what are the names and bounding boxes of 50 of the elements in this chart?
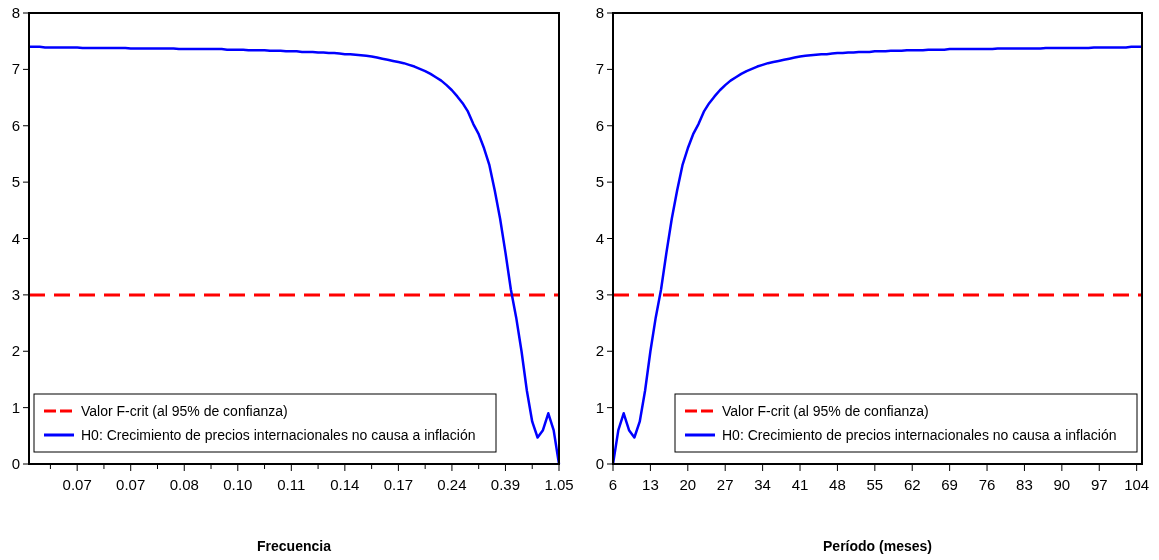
line-series xyxy=(27,45,561,466)
y-tick-label: 2 xyxy=(11,342,20,360)
x-tick-label: 0.08 xyxy=(169,476,199,493)
y-tick-label: 3 xyxy=(595,285,604,303)
y-tick-label: 6 xyxy=(11,116,20,134)
x-tick-label: 76 xyxy=(978,476,996,493)
x-tick-label: 83 xyxy=(1016,476,1033,493)
legend-label: Valor F-crit (al 95% de confianza) xyxy=(81,403,288,419)
y-tick-label: 8 xyxy=(595,4,604,21)
y-tick-label: 8 xyxy=(11,4,20,21)
x-tick-label: 0.07 xyxy=(62,476,92,493)
y-tick-label: 0 xyxy=(11,455,20,472)
y-tick-label: 7 xyxy=(595,60,604,78)
x-tick-label: 0.24 xyxy=(437,476,467,493)
y-tick-label: 3 xyxy=(11,285,20,303)
legend-label: Valor F-crit (al 95% de confianza) xyxy=(722,403,929,419)
x-tick-label: 0.17 xyxy=(383,476,413,493)
y-tick-label: 4 xyxy=(595,229,604,247)
y-tick-label: 2 xyxy=(595,342,604,360)
x-tick-label: 0.10 xyxy=(223,476,253,493)
y-tick-label: 0 xyxy=(595,455,604,472)
x-tick-label: 55 xyxy=(866,476,884,493)
legend-label: H0: Crecimiento de precios internacionales no causa a inflación xyxy=(81,427,476,443)
x-tick-label: 104 xyxy=(1124,476,1150,493)
x-tick-label: 1.05 xyxy=(544,476,574,493)
x-axis-title: Frecuencia xyxy=(257,538,332,554)
y-tick-label: 5 xyxy=(11,173,20,191)
y-tick-label: 1 xyxy=(11,398,20,416)
x-axis-title: Período (meses) xyxy=(823,538,932,554)
y-tick-label: 6 xyxy=(595,116,604,134)
x-tick-label: 62 xyxy=(903,476,921,493)
legend-label: H0: Crecimiento de precios internacionales no causa a inflación xyxy=(722,427,1117,443)
x-tick-label: 6 xyxy=(608,476,618,493)
y-tick-label: 1 xyxy=(595,398,604,416)
x-tick-label: 20 xyxy=(679,476,697,493)
y-tick-label: 4 xyxy=(11,229,20,247)
x-tick-label: 41 xyxy=(791,476,809,493)
x-tick-label: 90 xyxy=(1053,476,1071,493)
x-tick-label: 34 xyxy=(754,476,771,493)
y-tick-label: 5 xyxy=(595,173,604,191)
x-tick-label: 0.07 xyxy=(116,476,146,493)
x-tick-label: 48 xyxy=(829,476,846,493)
x-tick-label: 69 xyxy=(941,476,958,493)
x-tick-label: 13 xyxy=(642,476,659,493)
x-tick-label: 0.14 xyxy=(330,476,360,493)
x-tick-label: 0.39 xyxy=(490,476,521,493)
x-tick-label: 97 xyxy=(1090,476,1108,493)
y-tick-label: 7 xyxy=(11,60,20,78)
x-tick-label: 27 xyxy=(716,476,734,493)
x-tick-label: 0.11 xyxy=(277,476,306,493)
